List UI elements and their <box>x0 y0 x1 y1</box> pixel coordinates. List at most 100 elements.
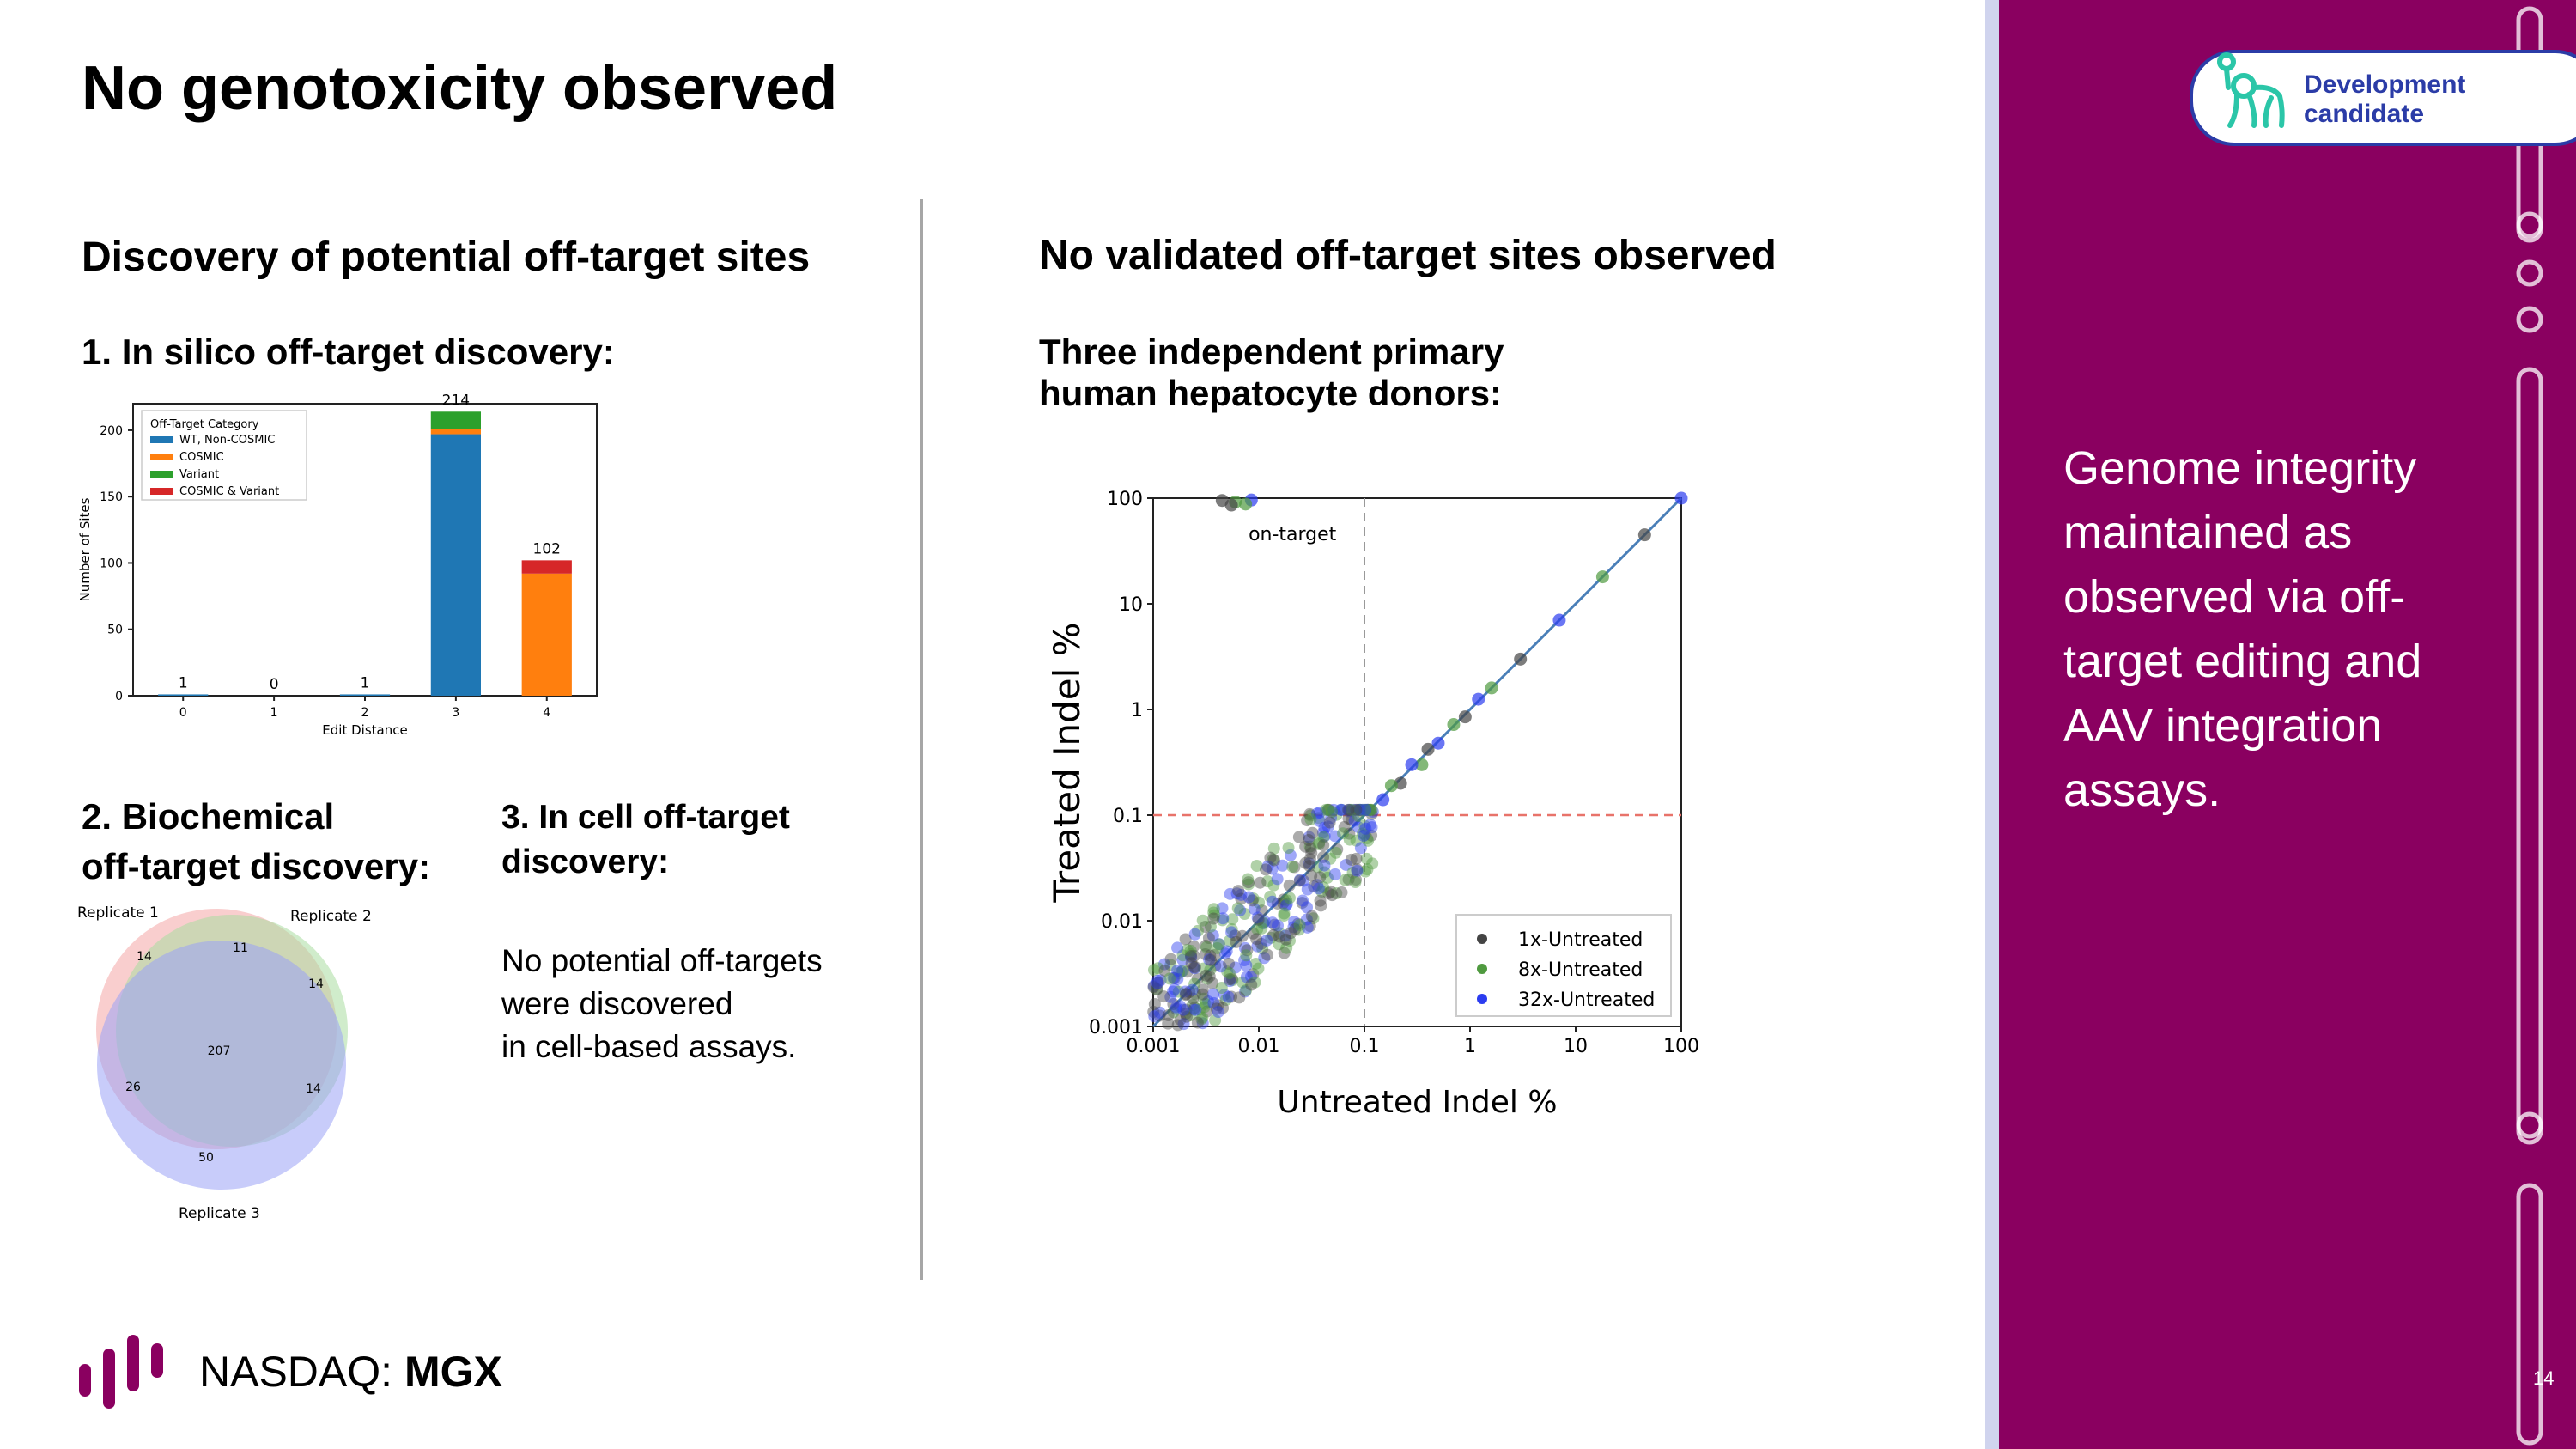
data-point <box>1168 983 1181 995</box>
data-point <box>1187 999 1200 1012</box>
data-point <box>1247 892 1260 905</box>
x-tick-label: 0.01 <box>1238 1036 1280 1057</box>
data-point <box>1356 803 1369 816</box>
legend-box <box>1455 914 1672 1017</box>
data-point <box>1257 916 1270 929</box>
data-point <box>1337 827 1350 840</box>
data-point <box>1361 832 1374 845</box>
data-point <box>1185 951 1198 964</box>
data-point <box>1261 934 1273 947</box>
data-point <box>1311 807 1324 820</box>
data-point <box>1264 851 1277 864</box>
data-point <box>1362 803 1375 816</box>
data-point <box>1357 827 1370 840</box>
right-subheading: Three independent primary human hepatocy… <box>1039 332 1504 414</box>
data-point <box>1365 821 1378 834</box>
data-point <box>1222 990 1235 1003</box>
message-line2: maintained as <box>2063 507 2353 558</box>
data-point <box>1207 988 1220 1001</box>
data-point <box>1181 943 1194 956</box>
data-point <box>1184 944 1197 957</box>
data-point <box>1176 949 1189 962</box>
data-point <box>1217 1002 1230 1014</box>
data-point <box>1308 880 1321 893</box>
data-point <box>1674 491 1688 505</box>
data-point <box>1179 989 1192 1002</box>
data-point <box>1240 983 1253 996</box>
data-point <box>1358 803 1371 816</box>
data-point <box>1191 972 1204 985</box>
data-point <box>1472 692 1485 706</box>
data-point <box>1343 827 1356 840</box>
data-point <box>1200 1005 1213 1018</box>
legend-marker <box>1477 964 1487 974</box>
data-point <box>1364 819 1376 831</box>
y-tick-label: 0 <box>115 690 123 703</box>
data-point <box>1287 921 1300 934</box>
data-point <box>1360 803 1373 816</box>
data-point <box>1229 961 1242 974</box>
step3-line2: discovery: <box>501 843 670 880</box>
data-point <box>1293 918 1306 931</box>
legend-swatch <box>150 436 173 443</box>
legend-label: Variant <box>179 468 219 481</box>
data-point <box>1286 861 1299 874</box>
data-point <box>1359 822 1372 835</box>
data-point <box>1231 902 1244 915</box>
data-point <box>1171 964 1184 977</box>
data-point <box>1188 949 1200 962</box>
data-point <box>1252 962 1265 975</box>
data-point <box>1330 808 1343 821</box>
bar-segment <box>430 429 481 435</box>
data-point <box>1314 871 1327 884</box>
data-point <box>1359 865 1372 878</box>
badge-line1: Development <box>2304 70 2466 99</box>
legend-label: COSMIC <box>179 451 224 464</box>
data-point <box>1221 965 1234 978</box>
data-point <box>1284 849 1297 861</box>
data-point <box>1163 972 1176 985</box>
y-tick-label: 1 <box>1131 700 1143 721</box>
data-point <box>1318 866 1331 879</box>
legend-label: WT, Non-COSMIC <box>179 434 275 447</box>
data-point <box>1153 1006 1166 1019</box>
data-point <box>1348 814 1361 827</box>
data-point <box>1285 927 1297 940</box>
data-point <box>1150 983 1163 995</box>
data-point <box>1351 864 1364 877</box>
data-point <box>1346 803 1358 816</box>
venn-region-count: 14 <box>306 1082 321 1096</box>
data-point <box>1282 842 1295 855</box>
data-point <box>1197 962 1210 975</box>
data-point <box>1261 860 1274 873</box>
data-point <box>1247 927 1260 940</box>
data-point <box>1267 879 1280 892</box>
bar-total-label: 0 <box>270 676 279 693</box>
step3-body-line1: No potential off-targets <box>501 943 823 978</box>
data-point <box>1242 876 1255 889</box>
bar-total-label: 214 <box>442 392 470 409</box>
data-point <box>1226 913 1239 926</box>
data-point <box>1236 976 1249 989</box>
data-point <box>1366 806 1379 819</box>
data-point <box>1279 933 1292 946</box>
legend-swatch <box>150 471 173 478</box>
data-point <box>1162 1009 1175 1022</box>
data-point <box>1324 852 1337 865</box>
data-point <box>1317 831 1330 843</box>
data-point <box>1253 896 1266 909</box>
data-point <box>1223 973 1236 986</box>
y-tick-label: 0.1 <box>1113 806 1143 827</box>
data-point <box>1283 935 1296 947</box>
data-point <box>1176 965 1189 977</box>
data-point <box>1313 814 1326 827</box>
data-point <box>1238 941 1251 954</box>
data-point <box>1177 1003 1190 1016</box>
venn-set-label: Replicate 3 <box>179 1205 260 1222</box>
data-point <box>1354 803 1367 816</box>
data-point <box>1376 793 1390 807</box>
data-point <box>1360 852 1373 865</box>
data-point <box>1249 957 1262 970</box>
data-point <box>1225 922 1238 935</box>
data-point <box>1552 613 1566 627</box>
